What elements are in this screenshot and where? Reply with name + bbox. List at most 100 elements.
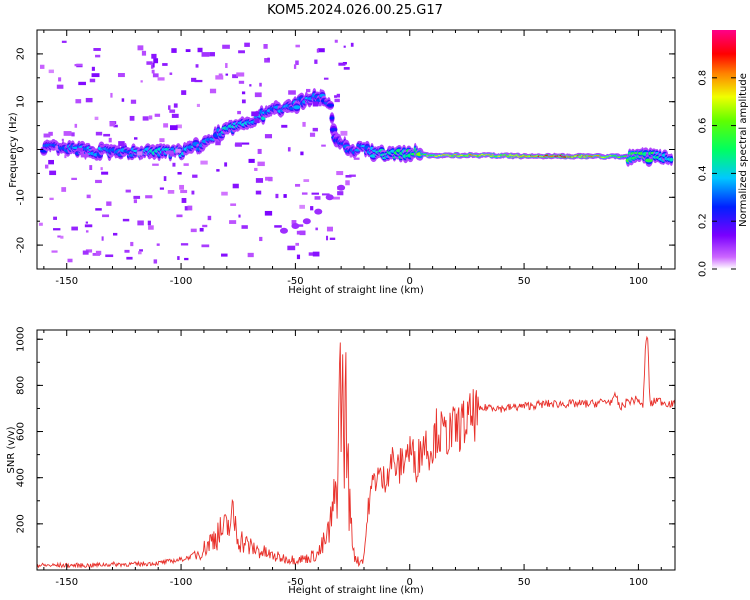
spectrogram-noise-cell <box>169 152 175 157</box>
spectrogram-noise-cell <box>310 206 314 211</box>
spectrogram-noise-cell <box>49 197 54 201</box>
spectrogram-noise-cell <box>48 159 54 165</box>
spectrogram-noise-cell <box>51 250 58 253</box>
spectrogram-noise-cell <box>199 227 204 232</box>
spectrogram-noise-cell <box>312 251 320 257</box>
spectrogram-noise-cell <box>177 256 180 260</box>
snr-y-axis: 200 400 600 800 1000 <box>16 327 675 571</box>
colorbar-tick-label: 0.4 <box>698 165 709 181</box>
spectrogram-noise-cell <box>82 250 89 255</box>
snr-ytick-label: 1000 <box>16 327 27 352</box>
spectrogram-noise-cell <box>222 44 230 49</box>
spectrogram-noise-cell <box>177 172 182 175</box>
spectrogram-cell <box>326 103 335 107</box>
snr-ytick-label: 600 <box>16 422 27 441</box>
spectrogram-noise-cell <box>61 187 67 192</box>
spectrogram-noise-cell <box>134 137 138 140</box>
spectrogram-noise-cell <box>190 228 197 233</box>
spectrogram-noise-cell <box>85 221 89 224</box>
spectrogram-noise-cell <box>138 251 142 255</box>
spectrogram-noise-cell <box>110 92 113 98</box>
spectrogram-noise-cell <box>43 133 51 138</box>
spectrogram-noise-cell <box>229 220 237 224</box>
snr-panel: -150 -100 -50 0 50 100 200 400 600 800 1000 Heigh… <box>6 327 676 596</box>
spectrogram-noise-cell <box>296 254 301 260</box>
spectrogram-noise-cell <box>99 144 105 148</box>
spectrogram-noise-cell <box>255 190 262 195</box>
spectrogram-noise-cell <box>267 57 270 61</box>
colorbar-tick-label: 0.6 <box>698 118 709 134</box>
spectrogram-noise-cell <box>293 64 297 69</box>
spectrogram-noise-cell <box>202 224 208 228</box>
spectrogram-xtick-label: 0 <box>407 276 413 287</box>
spectrogram-noise-cell <box>254 167 258 171</box>
spectrogram-noise-cell <box>130 99 137 104</box>
spectrogram-noise-cell <box>74 123 78 128</box>
spectrogram-noise-cell <box>215 75 224 80</box>
spectrogram-noise-cell <box>302 121 306 127</box>
spectrogram-noise-cell <box>321 144 326 147</box>
spectrogram-noise-cell <box>264 210 273 216</box>
snr-x-axis: -150 -100 -50 0 50 100 <box>43 330 662 588</box>
spectrogram-noise-cell <box>163 123 169 128</box>
spectrogram-ytick-label: -20 <box>16 237 27 253</box>
spectrogram-noise-cell <box>343 67 350 70</box>
spectrogram-noise-cell <box>317 48 325 53</box>
spectrogram-x-axis: -150 -100 -50 0 50 100 <box>43 30 662 287</box>
spectrogram-noise-cell <box>129 115 135 121</box>
spectrogram-noise-cell <box>195 64 199 68</box>
spectrogram-noise-cell <box>336 93 341 98</box>
spectrogram-noise-cell <box>148 115 153 120</box>
spectrogram-noise-cell <box>185 49 191 53</box>
spectrogram-noise-cell <box>201 244 210 248</box>
spectrogram-noise-cell <box>241 225 248 229</box>
spectrogram-noise-cell <box>166 150 174 155</box>
spectrogram-noise-cell <box>201 52 210 57</box>
spectrogram-noise-cell <box>332 196 340 200</box>
spectrogram-noise-cell <box>153 259 158 264</box>
spectrogram-noise-cell <box>248 158 255 163</box>
spectrogram-noise-cell <box>95 54 101 58</box>
spectrogram-noise-cell <box>89 78 96 83</box>
spectrogram-noise-cell <box>77 147 84 152</box>
spectrogram-noise-cell <box>171 48 177 53</box>
spectrogram-noise-cell <box>196 103 200 107</box>
spectrogram-noise-cell <box>67 258 73 263</box>
spectrogram-cell <box>329 127 338 132</box>
spectrogram-noise-cell <box>209 52 215 57</box>
spectrogram-noise-cell <box>145 195 153 199</box>
spectrogram-noise-cell <box>176 124 182 129</box>
spectrogram-noise-cell <box>113 232 118 236</box>
spectrogram-noise-cell <box>168 105 171 110</box>
spectrogram-noise-cell <box>315 227 318 231</box>
spectrogram-noise-cell <box>326 226 333 232</box>
spectrogram-noise-cell <box>314 196 321 200</box>
spectrogram-noise-cell <box>169 72 173 75</box>
spectrogram-cell <box>325 194 334 201</box>
spectrogram-noise-cell <box>85 249 93 253</box>
spectrogram-noise-cell <box>85 230 89 233</box>
spectrogram-noise-cell <box>125 189 131 193</box>
spectrogram-noise-cell <box>105 254 114 258</box>
spectrogram-noise-cell <box>238 214 241 218</box>
spectrogram-noise-cell <box>163 176 167 181</box>
spectrogram-noise-cell <box>340 130 348 136</box>
spectrogram-noise-cell <box>93 48 101 51</box>
spectrogram-cell <box>669 157 674 162</box>
spectrogram-noise-cell <box>151 69 155 74</box>
spectrogram-noise-cell <box>64 154 67 159</box>
spectrogram-noise-cell <box>350 42 354 47</box>
spectrogram-noise-cell <box>192 174 198 178</box>
spectrogram-noise-cell <box>200 160 208 165</box>
spectrogram-noise-cell <box>349 154 353 158</box>
spectrogram-noise-cell <box>241 91 246 95</box>
spectrogram-noise-cell <box>95 208 102 211</box>
spectrogram-noise-cell <box>61 138 64 141</box>
spectrogram-noise-cell <box>187 205 193 211</box>
spectrogram-noise-cell <box>140 80 143 83</box>
spectrogram-noise-cell <box>91 66 95 71</box>
spectrogram-noise-cell <box>337 191 344 196</box>
spectrogram-xtick-label: -150 <box>55 276 78 287</box>
colorbar-tick-label: 0.2 <box>698 213 709 229</box>
